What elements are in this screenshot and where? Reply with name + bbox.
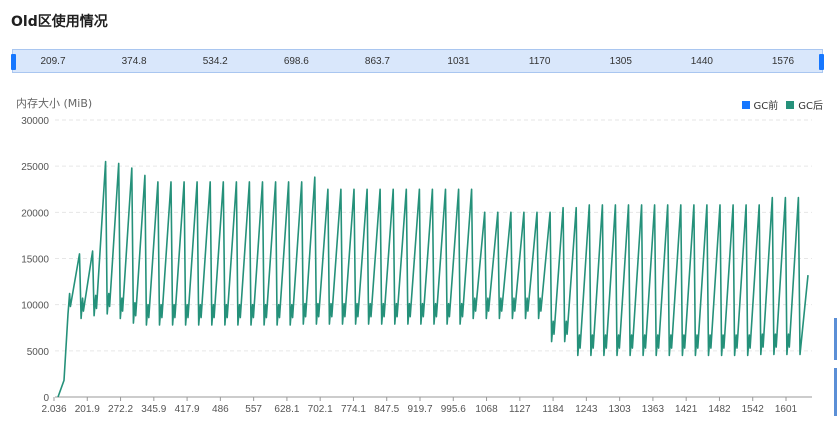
- x-tick-label: 1542: [742, 404, 765, 415]
- legend-label-gc-after: GC后: [798, 101, 823, 112]
- x-tick-label: 1184: [542, 404, 564, 415]
- zoom-tick-label: 374.8: [121, 56, 147, 67]
- x-tick-label: 1421: [675, 404, 698, 415]
- y-tick-label: 5000: [27, 347, 50, 358]
- page-title: Old区使用情况: [11, 14, 108, 30]
- zoom-tick-label: 1440: [690, 56, 713, 67]
- y-tick-label: 15000: [21, 255, 49, 266]
- y-tick-label: 0: [43, 393, 49, 404]
- zoom-tick-label: 1170: [528, 56, 551, 67]
- datazoom-slider[interactable]: 209.7 374.8 534.2 698.6 863.7 1031 1170 1305 144…: [11, 49, 824, 73]
- zoom-tick-label: 1031: [447, 56, 470, 67]
- x-tick-label: 1127: [509, 404, 531, 415]
- x-tick-label: 774.1: [341, 404, 366, 415]
- x-tick-label: 557: [245, 404, 262, 415]
- x-tick-label: 417.9: [175, 404, 200, 415]
- x-tick-label: 1601: [775, 404, 798, 415]
- y-tick-label: 25000: [21, 162, 49, 173]
- zoom-tick-label: 1576: [771, 56, 795, 67]
- x-tick-label: 1482: [708, 404, 731, 415]
- scroll-indicator-top: [834, 318, 837, 360]
- zoom-handle-left[interactable]: [11, 54, 16, 70]
- zoom-handle-right[interactable]: [819, 54, 824, 70]
- zoom-tick-label: 1305: [609, 56, 632, 67]
- y-tick-label: 10000: [21, 301, 49, 312]
- legend-swatch-gc-after: [786, 100, 795, 109]
- x-tick-label: 486: [212, 404, 229, 415]
- legend-item-gc-after[interactable]: GC后: [786, 97, 823, 112]
- x-tick-label: 272.2: [108, 404, 133, 415]
- x-tick-label: 1303: [609, 404, 632, 415]
- x-tick-label: 345.9: [141, 404, 166, 415]
- x-tick-label: 628.1: [274, 404, 299, 415]
- x-tick-label: 2.036: [41, 404, 66, 415]
- y-tick-label: 30000: [21, 116, 49, 127]
- x-tick-label: 702.1: [308, 404, 333, 415]
- x-tick-label: 1068: [475, 404, 498, 415]
- legend-swatch-gc-before: [741, 100, 750, 109]
- legend: GC前 GC后: [734, 97, 823, 112]
- scroll-indicator-bottom: [834, 368, 837, 416]
- x-tick-label: 201.9: [75, 404, 100, 415]
- legend-item-gc-before[interactable]: GC前: [741, 97, 779, 112]
- x-tick-label: 847.5: [374, 404, 399, 415]
- zoom-tick-label: 863.7: [364, 56, 390, 67]
- x-tick-label: 1363: [642, 404, 665, 415]
- x-tick-label: 919.7: [407, 404, 432, 415]
- x-tick-label: 995.6: [441, 404, 466, 415]
- zoom-tick-label: 534.2: [202, 56, 228, 67]
- x-tick-label: 1243: [575, 404, 598, 415]
- zoom-tick-label: 698.6: [283, 56, 309, 67]
- y-tick-label: 20000: [21, 208, 49, 219]
- y-axis-label: 内存大小 (MiB): [16, 97, 93, 110]
- zoom-tick-label: 209.7: [40, 56, 66, 67]
- series-line-gc-after: [57, 160, 809, 398]
- legend-label-gc-before: GC前: [753, 101, 779, 112]
